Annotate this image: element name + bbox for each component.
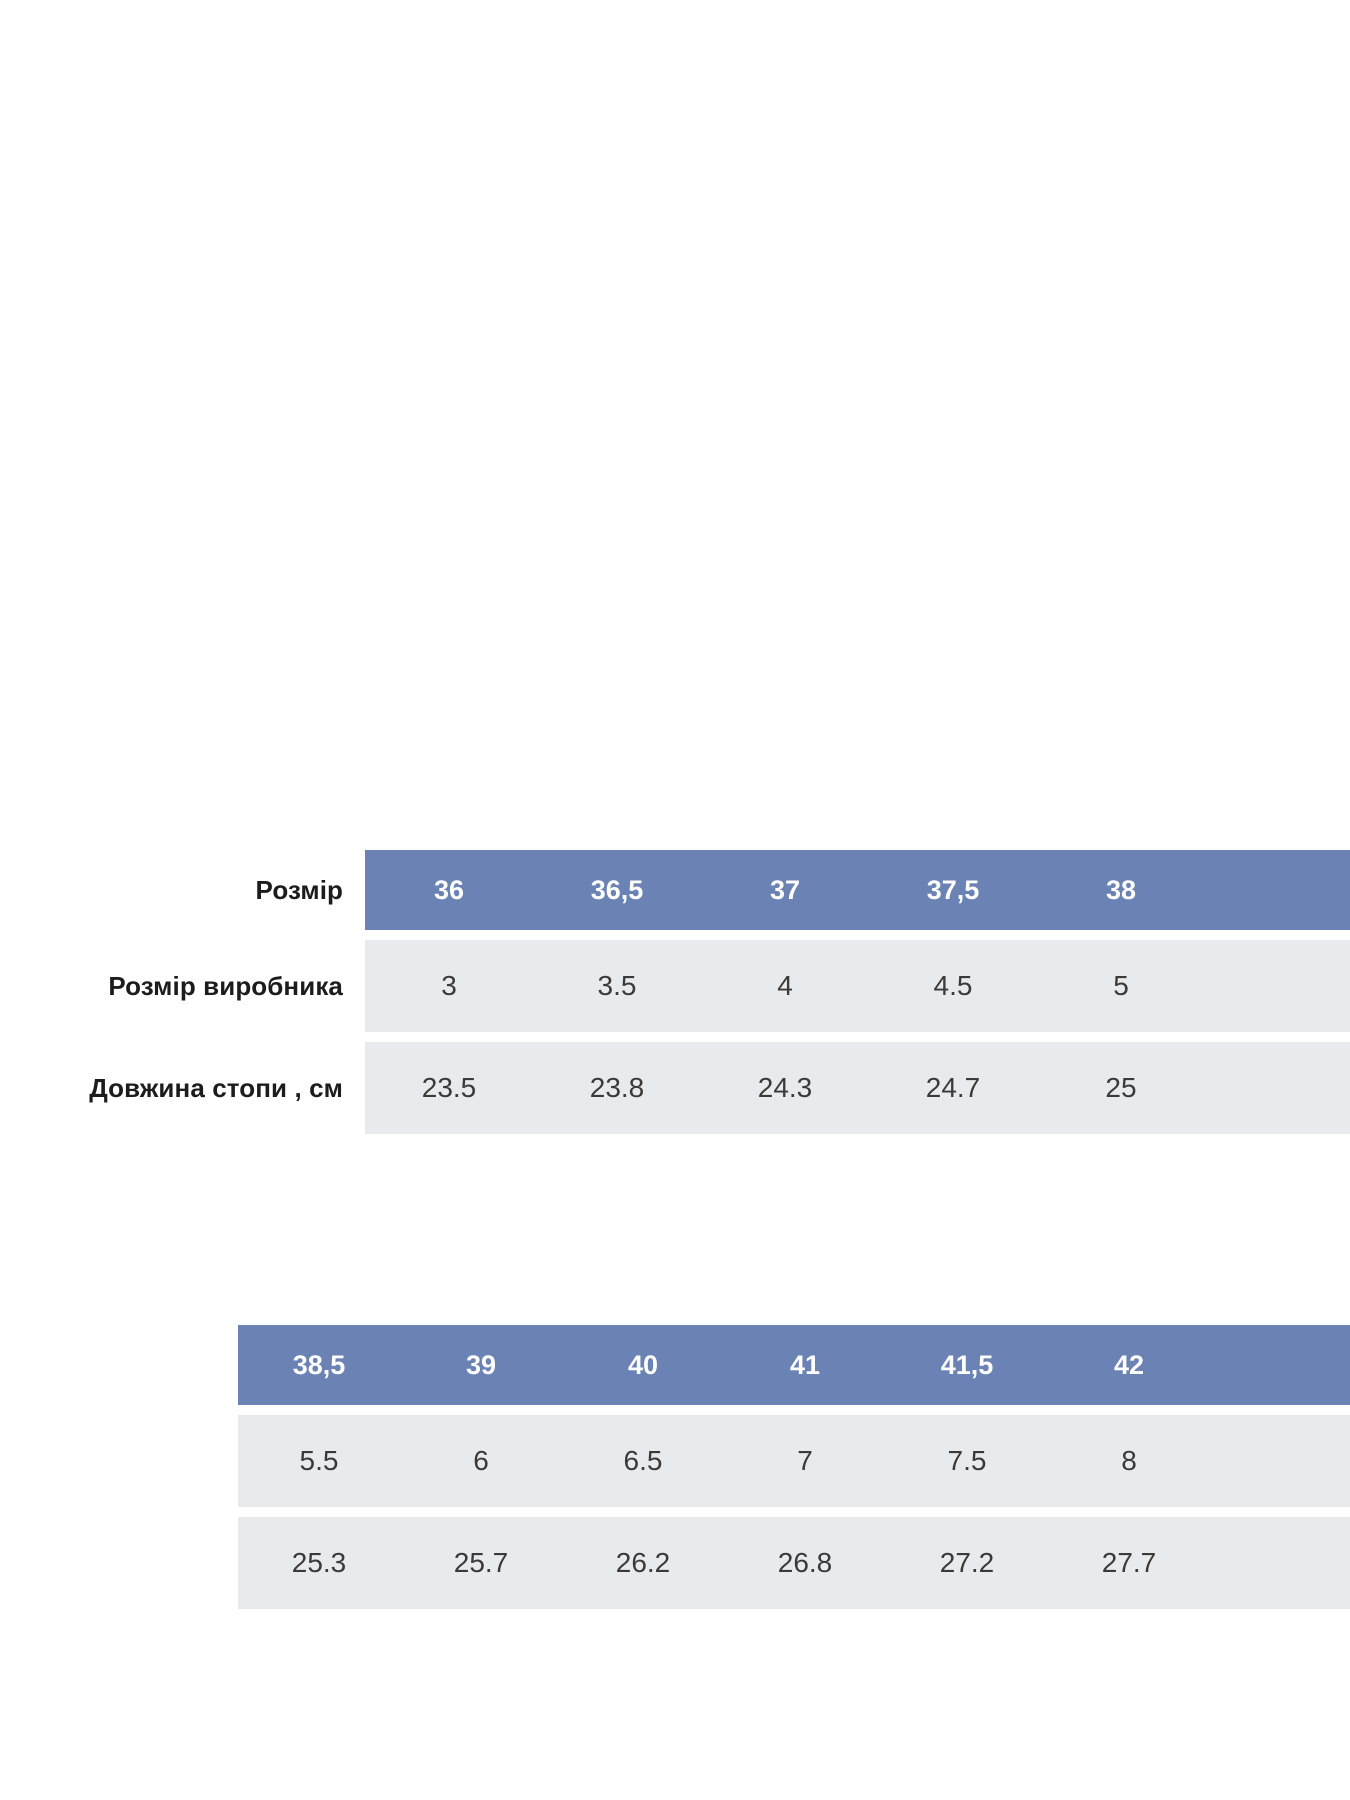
row-label-spacer bbox=[0, 1517, 238, 1609]
data-cell-manufacturer-size: 3 bbox=[365, 940, 533, 1032]
header-cell-size: 37 bbox=[701, 850, 869, 930]
data-cell-foot-length: 23.8 bbox=[533, 1042, 701, 1134]
header-cell-size: 41 bbox=[724, 1325, 886, 1405]
header-cell-size: 38 bbox=[1037, 850, 1205, 930]
header-filler-cell bbox=[1205, 850, 1350, 930]
header-cell-size: 39 bbox=[400, 1325, 562, 1405]
data-cell-manufacturer-size: 4 bbox=[701, 940, 869, 1032]
header-cell-size: 40 bbox=[562, 1325, 724, 1405]
data-cell-manufacturer-size: 7.5 bbox=[886, 1415, 1048, 1507]
header-filler-cell bbox=[1210, 1325, 1350, 1405]
table-row: 25.3 25.7 26.2 26.8 27.2 27.7 bbox=[0, 1517, 1350, 1609]
size-table-first: Розмір 36 36,5 37 37,5 38 Розмір виробни… bbox=[0, 840, 1350, 1144]
row-label-foot-length: Довжина стопи , см bbox=[0, 1042, 365, 1134]
table-row: Розмір виробника 3 3.5 4 4.5 5 bbox=[0, 940, 1350, 1032]
data-filler-cell bbox=[1210, 1517, 1350, 1609]
size-table-block-second: 38,5 39 40 41 41,5 42 5.5 6 6.5 7 7.5 8 bbox=[0, 1315, 1350, 1619]
header-cell-size: 41,5 bbox=[886, 1325, 1048, 1405]
data-cell-foot-length: 25.7 bbox=[400, 1517, 562, 1609]
data-cell-manufacturer-size: 6.5 bbox=[562, 1415, 724, 1507]
data-filler-cell bbox=[1205, 940, 1350, 1032]
table-row: Довжина стопи , см 23.5 23.8 24.3 24.7 2… bbox=[0, 1042, 1350, 1134]
data-cell-manufacturer-size: 4.5 bbox=[869, 940, 1037, 1032]
data-cell-manufacturer-size: 8 bbox=[1048, 1415, 1210, 1507]
data-cell-foot-length: 26.2 bbox=[562, 1517, 724, 1609]
row-label-size: Розмір bbox=[0, 850, 365, 930]
data-cell-manufacturer-size: 5 bbox=[1037, 940, 1205, 1032]
header-cell-size: 42 bbox=[1048, 1325, 1210, 1405]
table-row-header: 38,5 39 40 41 41,5 42 bbox=[0, 1325, 1350, 1405]
row-label-spacer bbox=[0, 1415, 238, 1507]
size-table-block-first: Розмір 36 36,5 37 37,5 38 Розмір виробни… bbox=[0, 840, 1350, 1144]
data-filler-cell bbox=[1210, 1415, 1350, 1507]
data-cell-manufacturer-size: 3.5 bbox=[533, 940, 701, 1032]
table-row: 5.5 6 6.5 7 7.5 8 bbox=[0, 1415, 1350, 1507]
table-row-header: Розмір 36 36,5 37 37,5 38 bbox=[0, 850, 1350, 930]
header-cell-size: 38,5 bbox=[238, 1325, 400, 1405]
header-cell-size: 36,5 bbox=[533, 850, 701, 930]
data-cell-manufacturer-size: 6 bbox=[400, 1415, 562, 1507]
data-cell-foot-length: 25 bbox=[1037, 1042, 1205, 1134]
data-cell-foot-length: 24.7 bbox=[869, 1042, 1037, 1134]
data-cell-manufacturer-size: 7 bbox=[724, 1415, 886, 1507]
header-cell-size: 36 bbox=[365, 850, 533, 930]
header-cell-size: 37,5 bbox=[869, 850, 1037, 930]
size-table-second: 38,5 39 40 41 41,5 42 5.5 6 6.5 7 7.5 8 bbox=[0, 1315, 1350, 1619]
data-cell-foot-length: 25.3 bbox=[238, 1517, 400, 1609]
data-cell-foot-length: 26.8 bbox=[724, 1517, 886, 1609]
data-cell-foot-length: 27.2 bbox=[886, 1517, 1048, 1609]
data-cell-manufacturer-size: 5.5 bbox=[238, 1415, 400, 1507]
row-label-spacer bbox=[0, 1325, 238, 1405]
data-cell-foot-length: 23.5 bbox=[365, 1042, 533, 1134]
data-filler-cell bbox=[1205, 1042, 1350, 1134]
row-label-manufacturer-size: Розмір виробника bbox=[0, 940, 365, 1032]
data-cell-foot-length: 24.3 bbox=[701, 1042, 869, 1134]
data-cell-foot-length: 27.7 bbox=[1048, 1517, 1210, 1609]
